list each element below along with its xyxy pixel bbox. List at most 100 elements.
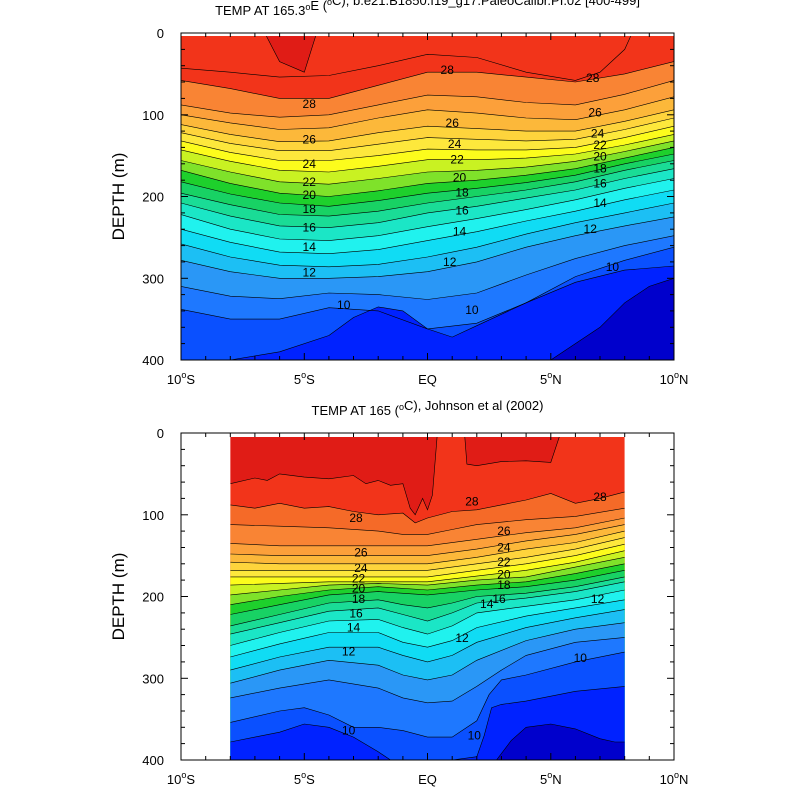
y-tick-label: 0 — [157, 26, 164, 41]
contour-label: 28 — [441, 63, 455, 77]
isotherm-26 — [181, 80, 674, 118]
isotherm-28 — [230, 491, 625, 524]
contour-label: 16 — [455, 203, 469, 217]
x-tick-label: 10oN — [660, 770, 689, 787]
x-tick-label: EQ — [418, 772, 437, 787]
isotherm-9 — [230, 686, 625, 760]
contour-label: 12 — [455, 631, 469, 645]
band-fill-29 — [230, 437, 438, 515]
contour-label: 26 — [446, 116, 460, 130]
contour-label: 28 — [586, 71, 600, 85]
isotherm-16 — [230, 581, 625, 635]
band-fill-9 — [230, 266, 674, 360]
y-tick-label: 400 — [142, 753, 164, 768]
y-tick-label: 300 — [142, 271, 164, 286]
contour-label: 16 — [492, 592, 506, 606]
isotherm-9 — [230, 265, 674, 360]
isotherm-13 — [181, 202, 674, 268]
contour-label: 26 — [354, 545, 368, 559]
y-tick-label: 400 — [142, 353, 164, 368]
contour-label: 18 — [497, 578, 511, 592]
chart-title: TEMP AT 165 (oC), Johnson et al (2002) — [312, 398, 544, 418]
isotherm-29 — [464, 437, 560, 467]
isotherm-25 — [181, 96, 674, 130]
isotherm-27 — [230, 507, 625, 535]
isotherm-12 — [181, 216, 674, 279]
isotherm-25 — [230, 524, 625, 556]
contour-label: 26 — [303, 132, 317, 146]
contour-label: 24 — [303, 157, 317, 171]
x-tick-label: 5oS — [294, 370, 315, 387]
x-tick-label: 5oN — [540, 770, 562, 787]
contour-label: 22 — [352, 572, 366, 586]
isotherm-16 — [181, 168, 674, 228]
contour-label: 18 — [455, 185, 469, 199]
contour-label: 10 — [342, 724, 356, 738]
contour-label: 14 — [453, 225, 467, 239]
isotherm-17 — [181, 160, 674, 217]
contour-label: 26 — [497, 524, 511, 538]
contour-label: 12 — [443, 255, 457, 269]
contour-label: 28 — [349, 511, 363, 525]
isotherm-27 — [181, 61, 674, 99]
contour-label: 24 — [448, 137, 462, 151]
contour-label: 12 — [591, 592, 605, 606]
contour-label: 28 — [465, 495, 479, 509]
contour-label: 10 — [465, 303, 479, 317]
contour-label: 22 — [593, 138, 607, 152]
contour-label: 20 — [453, 171, 467, 185]
isotherm-12 — [230, 622, 625, 684]
x-tick-label: 5oN — [540, 370, 562, 387]
contour-field — [230, 437, 625, 760]
isotherm-14 — [181, 189, 674, 255]
isotherm-18 — [230, 570, 625, 615]
y-axis-title: DEPTH (m) — [109, 153, 128, 241]
isotherm-18 — [181, 153, 674, 207]
contour-label: 16 — [303, 221, 317, 235]
contour-label: 10 — [468, 729, 482, 743]
y-tick-label: 200 — [142, 590, 164, 605]
isotherm-13 — [230, 609, 625, 671]
isotherm-23 — [181, 117, 674, 151]
contour-label: 12 — [584, 222, 598, 236]
band-fill-29 — [464, 437, 560, 466]
contour-label: 28 — [593, 490, 607, 504]
contour-label: 20 — [303, 188, 317, 202]
isotherm-19 — [181, 147, 674, 197]
isotherm-20 — [230, 557, 625, 596]
contour-label: 16 — [349, 607, 363, 621]
contour-label: 26 — [588, 105, 602, 119]
isotherm-24 — [181, 109, 674, 143]
isotherm-26 — [230, 517, 625, 547]
band-fill-29 — [266, 36, 316, 73]
x-tick-label: 10oS — [167, 370, 195, 387]
isotherm-11 — [181, 235, 674, 300]
contour-label: 20 — [497, 567, 511, 581]
isotherm-29 — [230, 437, 438, 516]
contour-label: 18 — [352, 592, 366, 606]
isotherm-17 — [230, 576, 625, 627]
contour-label: 10 — [574, 651, 588, 665]
isotherm-15 — [230, 589, 625, 646]
isotherm-21 — [181, 134, 674, 173]
contour-label: 22 — [303, 175, 317, 189]
isotherm-14 — [230, 599, 625, 658]
isotherm-29 — [266, 36, 316, 73]
contour-label: 14 — [303, 240, 317, 254]
isotherm-28 — [181, 36, 632, 81]
y-tick-label: 300 — [142, 671, 164, 686]
isotherm-22 — [230, 543, 625, 578]
contour-label: 14 — [347, 621, 361, 635]
x-tick-label: 10oN — [660, 370, 689, 387]
contour-label: 28 — [303, 97, 317, 111]
contour-label: 18 — [303, 202, 317, 216]
contour-label: 24 — [354, 561, 368, 575]
isotherm-20 — [181, 140, 674, 185]
chart-title: TEMP AT 165.3oE (oC), b.e21.B1850.f19_g1… — [215, 0, 640, 18]
x-tick-label: 10oS — [167, 770, 195, 787]
band-fill-8 — [496, 724, 625, 760]
contour-label: 24 — [591, 127, 605, 141]
y-tick-label: 0 — [157, 426, 164, 441]
